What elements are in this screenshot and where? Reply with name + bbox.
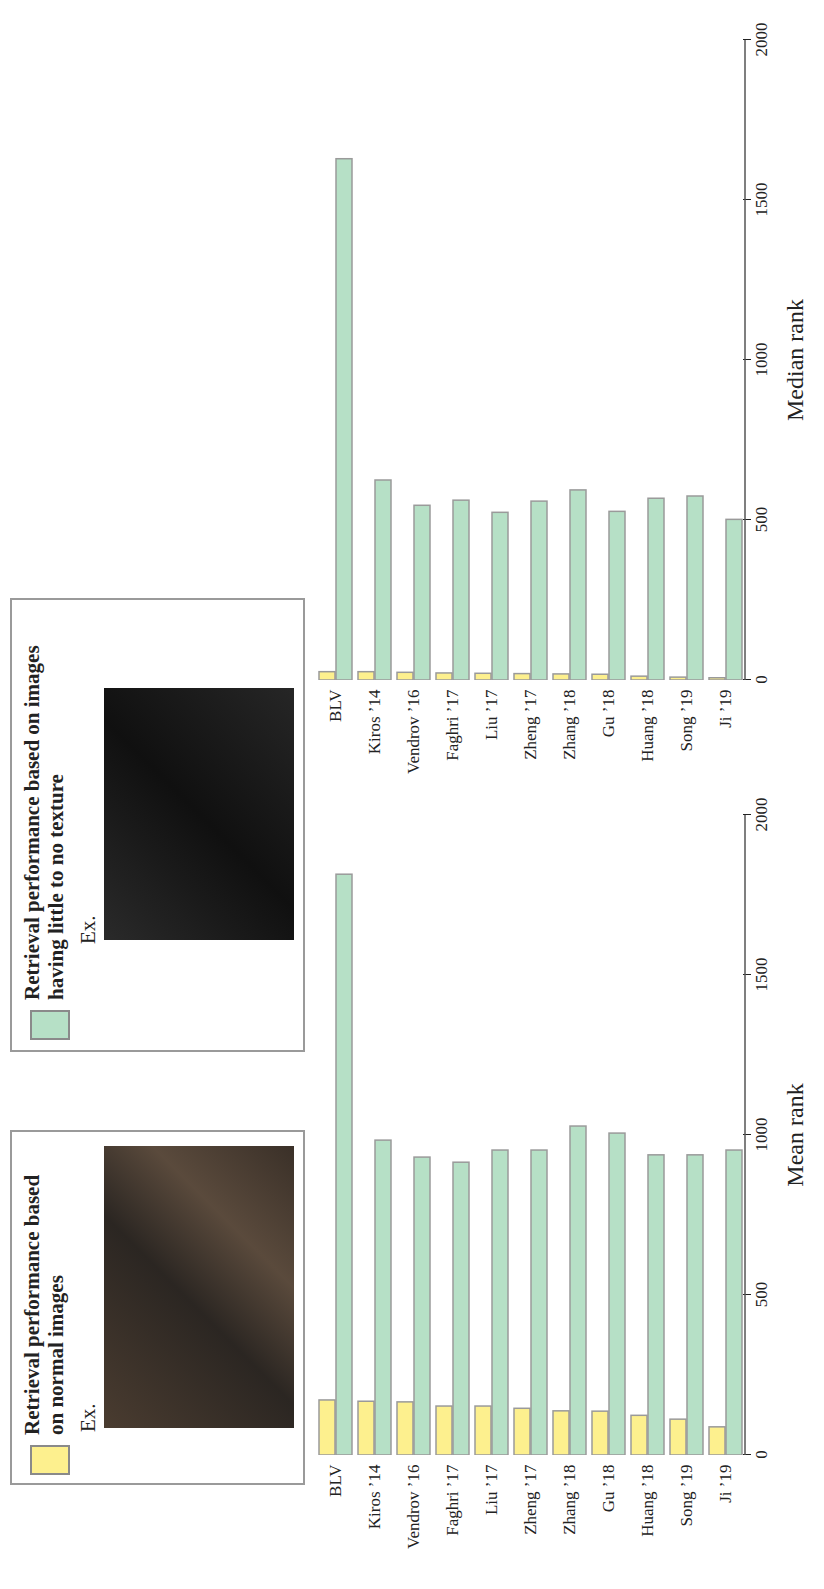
svg-text:Song ’19: Song ’19 xyxy=(677,690,696,752)
html-text:Retrieval performance based on: Retrieval performance based on normal im… xyxy=(20,1174,68,1435)
svg-text:Huang ’18: Huang ’18 xyxy=(638,690,657,762)
svg-text:Huang ’18: Huang ’18 xyxy=(638,1465,657,1537)
svg-text:Faghri ’17: Faghri ’17 xyxy=(443,689,462,761)
svg-text:0: 0 xyxy=(752,1450,771,1459)
svg-text:2000: 2000 xyxy=(752,23,771,57)
svg-text:500: 500 xyxy=(752,1282,771,1308)
html-text:Ex.: Ex. xyxy=(76,1403,100,1432)
svg-text:Zhang ’18: Zhang ’18 xyxy=(560,690,579,760)
svg-text:1500: 1500 xyxy=(752,958,771,992)
html-text:Mean rank: Mean rank xyxy=(782,1083,808,1187)
svg-text:BLV: BLV xyxy=(326,689,345,722)
svg-text:Liu ’17: Liu ’17 xyxy=(482,689,501,740)
svg-text:1500: 1500 xyxy=(752,183,771,217)
html-text:Median rank: Median rank xyxy=(782,299,808,421)
svg-text:Liu ’17: Liu ’17 xyxy=(482,1464,501,1515)
svg-text:Faghri ’17: Faghri ’17 xyxy=(443,1464,462,1536)
svg-text:Vendrov ’16: Vendrov ’16 xyxy=(404,1465,423,1550)
html-text:Ex.: Ex. xyxy=(76,915,100,944)
html-text:Retrieval performance based on: Retrieval performance based on images ha… xyxy=(20,645,68,1000)
svg-text:Gu ’18: Gu ’18 xyxy=(599,690,618,738)
svg-text:1000: 1000 xyxy=(752,343,771,377)
svg-text:Ji ’19: Ji ’19 xyxy=(716,1465,735,1503)
svg-text:Vendrov ’16: Vendrov ’16 xyxy=(404,690,423,775)
svg-text:Ji ’19: Ji ’19 xyxy=(716,690,735,728)
svg-text:Zheng ’17: Zheng ’17 xyxy=(521,689,540,760)
svg-text:Zheng ’17: Zheng ’17 xyxy=(521,1464,540,1535)
svg-text:1000: 1000 xyxy=(752,1118,771,1152)
svg-text:Kiros ’14: Kiros ’14 xyxy=(365,689,384,754)
svg-text:Song ’19: Song ’19 xyxy=(677,1465,696,1527)
svg-text:500: 500 xyxy=(752,507,771,533)
svg-text:0: 0 xyxy=(752,675,771,684)
svg-text:Kiros ’14: Kiros ’14 xyxy=(365,1464,384,1529)
svg-text:Zhang ’18: Zhang ’18 xyxy=(560,1465,579,1535)
svg-text:BLV: BLV xyxy=(326,1464,345,1497)
svg-text:2000: 2000 xyxy=(752,798,771,832)
svg-text:Gu ’18: Gu ’18 xyxy=(599,1465,618,1513)
